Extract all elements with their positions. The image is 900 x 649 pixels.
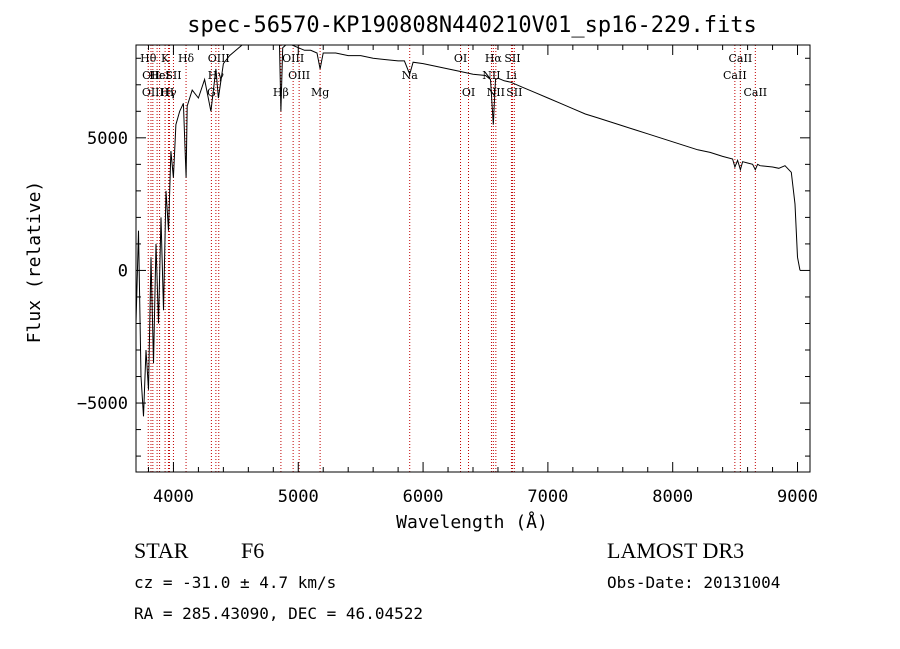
x-axis-label: Wavelength (Å) xyxy=(396,511,548,533)
line-label-8: SII xyxy=(165,69,181,82)
line-label-12: OIII xyxy=(208,52,230,65)
chart-title: spec-56570-KP190808N440210V01_sp16-229.f… xyxy=(187,13,757,38)
line-label-22: NII xyxy=(487,86,505,99)
survey-name: LAMOST DR3 xyxy=(607,538,745,563)
spectral-subclass: F6 xyxy=(241,538,265,563)
line-label-0: Hθ xyxy=(140,52,157,65)
line-label-23: Li xyxy=(506,69,517,82)
line-label-2: OIII xyxy=(142,86,164,99)
line-label-28: CaII xyxy=(743,86,767,99)
x-axis-ticks: 4000 5000 6000 7000 8000 9000 xyxy=(147,45,818,507)
spectrum-series-line xyxy=(135,44,801,417)
plot-frame xyxy=(135,44,811,473)
line-label-10: G xyxy=(207,86,216,99)
emission-line-labels: HθOIIOIIIHεHeIKHγHSIIHδGHγOIIIHβOIIIOIII… xyxy=(140,52,767,99)
line-label-25: SII xyxy=(506,86,522,99)
redshift-text: cz = -31.0 ± 4.7 km/s xyxy=(134,573,337,592)
line-label-24: SII xyxy=(504,52,520,65)
line-label-6: Hγ xyxy=(160,86,177,99)
object-class: STAR xyxy=(134,538,189,563)
line-label-7: H xyxy=(165,86,175,99)
emission-line-markers xyxy=(147,45,756,472)
line-label-19: OI xyxy=(462,86,475,99)
line-label-26: CaII xyxy=(723,69,747,82)
y-tick-label-2: 5000 xyxy=(87,129,128,149)
x-tick-label-1: 5000 xyxy=(278,487,319,507)
x-tick-label-3: 7000 xyxy=(527,487,568,507)
x-tick-label-0: 4000 xyxy=(153,487,194,507)
line-label-21: Hα xyxy=(485,52,503,65)
y-axis-ticks: −5000 0 5000 xyxy=(77,57,810,457)
x-tick-label-5: 9000 xyxy=(777,487,818,507)
observation-date: Obs-Date: 20131004 xyxy=(607,573,781,592)
line-label-18: OI xyxy=(454,52,467,65)
x-tick-label-4: 8000 xyxy=(652,487,693,507)
y-tick-label-0: −5000 xyxy=(77,394,128,414)
line-label-27: CaII xyxy=(729,52,753,65)
line-label-14: OIII xyxy=(282,52,304,65)
line-label-16: Mg xyxy=(311,86,329,99)
line-label-9: Hδ xyxy=(178,52,195,65)
line-label-15: OIII xyxy=(288,69,310,82)
y-axis-label: Flux (relative) xyxy=(24,181,45,344)
line-label-17: Na xyxy=(402,69,419,82)
line-label-4: HeI xyxy=(149,69,169,82)
coordinates-text: RA = 285.43090, DEC = 46.04522 xyxy=(134,604,423,623)
y-tick-label-1: 0 xyxy=(118,261,128,281)
x-tick-label-2: 6000 xyxy=(403,487,444,507)
line-label-3: Hε xyxy=(149,69,165,82)
line-label-5: K xyxy=(161,52,170,65)
line-label-1: OII xyxy=(142,69,160,82)
